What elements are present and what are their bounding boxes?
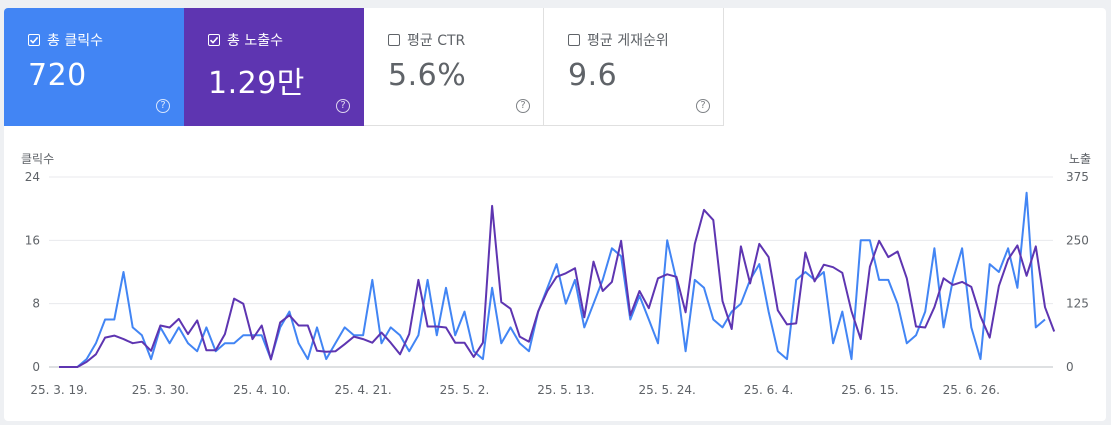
series-line-impressions (59, 204, 1056, 368)
help-icon[interactable]: ? (156, 99, 170, 113)
metric-label: 총 노출수 (227, 33, 283, 49)
x-tick-label: 25. 3. 19. (30, 383, 87, 397)
metric-card-ctr[interactable]: 평균 CTR 5.6% ? (364, 8, 544, 126)
checkbox-checked-icon[interactable] (28, 34, 40, 46)
performance-line-chart: 클릭수 노출 0 8 16 24 0 125 250 375 25. 3. 19. 25. 3. … (21, 152, 1091, 397)
y-right-tick-label: 0 (1066, 360, 1074, 374)
metric-value: 720 (28, 58, 87, 93)
help-icon[interactable]: ? (516, 99, 530, 113)
x-tick-label: 25. 3. 30. (132, 383, 189, 397)
metric-label: 총 클릭수 (47, 33, 103, 49)
checkbox-unchecked-icon[interactable] (388, 34, 400, 46)
x-tick-label: 25. 5. 13. (537, 383, 594, 397)
y-right-tick-label: 125 (1066, 297, 1089, 311)
help-icon[interactable]: ? (336, 99, 350, 113)
series-line-clicks (59, 191, 1046, 368)
x-tick-label: 25. 6. 15. (841, 383, 898, 397)
metric-cards: 총 클릭수 720 ? 총 노출수 1.29만 ? 평균 CTR 5.6% ? … (4, 8, 724, 126)
metric-label: 평균 게재순위 (587, 33, 669, 49)
metric-value: 1.29만 (208, 66, 305, 101)
metric-card-impressions[interactable]: 총 노출수 1.29만 ? (184, 8, 364, 126)
x-tick-label: 25. 6. 26. (943, 383, 1000, 397)
y-left-tick-label: 8 (32, 297, 40, 311)
y-right-tick-label: 375 (1066, 170, 1089, 184)
x-tick-label: 25. 4. 10. (233, 383, 290, 397)
x-tick-label: 25. 4. 21. (334, 383, 391, 397)
checkbox-unchecked-icon[interactable] (568, 34, 580, 46)
help-icon[interactable]: ? (696, 99, 710, 113)
x-tick-label: 25. 5. 2. (440, 383, 490, 397)
x-tick-label: 25. 5. 24. (639, 383, 696, 397)
performance-panel: 총 클릭수 720 ? 총 노출수 1.29만 ? 평균 CTR 5.6% ? … (4, 8, 1106, 421)
y-right-axis-label: 노출 (1069, 152, 1091, 166)
y-left-tick-label: 16 (25, 233, 40, 247)
metric-card-position[interactable]: 평균 게재순위 9.6 ? (544, 8, 724, 126)
y-right-tick-label: 250 (1066, 233, 1089, 247)
checkbox-checked-icon[interactable] (208, 34, 220, 46)
x-tick-label: 25. 6. 4. (744, 383, 794, 397)
metric-value: 9.6 (568, 58, 618, 93)
y-left-tick-label: 0 (32, 360, 40, 374)
metric-label: 평균 CTR (407, 33, 466, 49)
y-left-tick-label: 24 (25, 170, 40, 184)
metric-card-clicks[interactable]: 총 클릭수 720 ? (4, 8, 184, 126)
y-left-axis-label: 클릭수 (21, 152, 54, 166)
metric-value: 5.6% (388, 58, 467, 93)
